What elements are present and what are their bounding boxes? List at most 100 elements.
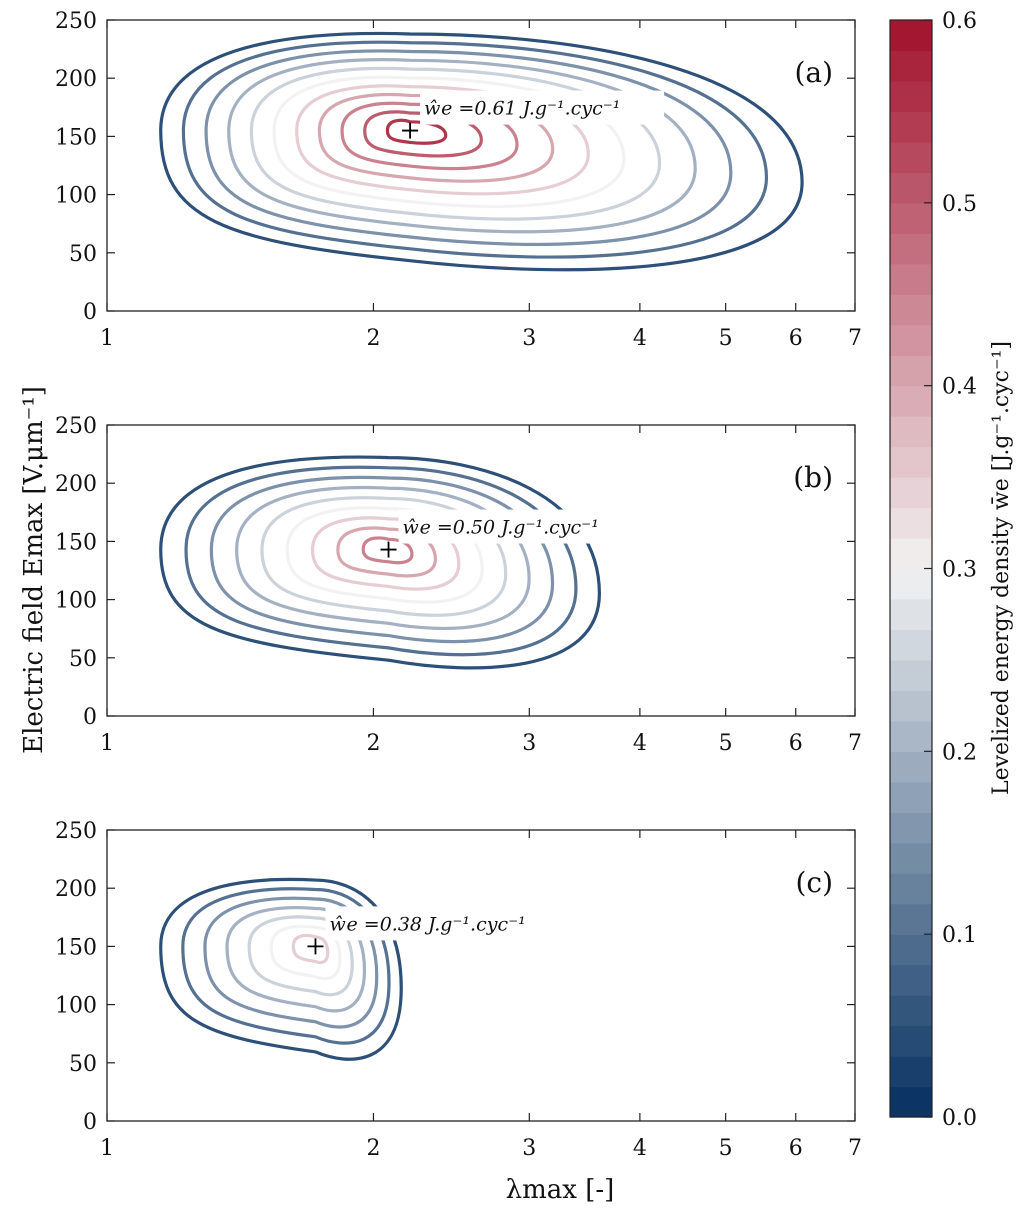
annotation-box bbox=[398, 509, 643, 544]
contour-level-0_35 bbox=[310, 516, 461, 591]
colorbar-segment bbox=[890, 172, 932, 204]
colorbar: 0.0 0.1 0.2 0.3 0.4 0.5 0.6 Levelized energy de… bbox=[889, 9, 1014, 1131]
panel-b: 0 50 100 150 200 250 1 2 3 4 5 6 7 ŵe =0.50 J.g⁻¹.cyc… bbox=[55, 414, 862, 756]
contour-level-0_25 bbox=[249, 66, 662, 221]
panel-label: (c) bbox=[795, 866, 833, 899]
colorbar-segment bbox=[890, 629, 932, 661]
axes-frame bbox=[106, 424, 856, 717]
contour-level-0_15 bbox=[209, 475, 555, 644]
y-tick-label: 100 bbox=[55, 994, 97, 1019]
y-tick-label: 200 bbox=[55, 472, 97, 497]
colorbar-segment bbox=[890, 598, 932, 631]
contour-level-0_05 bbox=[159, 455, 601, 670]
x-tick-label: 2 bbox=[366, 1136, 380, 1161]
contour-level-0_15 bbox=[203, 896, 379, 1029]
contour-level-0_3 bbox=[272, 75, 626, 209]
contour-level-0_45 bbox=[340, 101, 519, 171]
colorbar-segment bbox=[890, 1086, 932, 1118]
max-annotation: ŵe =0.38 J.g⁻¹.cyc⁻¹ bbox=[329, 913, 525, 935]
colorbar-segment bbox=[890, 690, 932, 722]
colorbar-tick-label: 0.0 bbox=[942, 1106, 977, 1131]
axes-frame bbox=[106, 19, 856, 312]
colorbar-segment bbox=[890, 355, 932, 387]
colorbar-segment bbox=[890, 141, 932, 173]
x-axis-label: λmax [-] bbox=[506, 1175, 615, 1205]
y-tick-label: 100 bbox=[55, 184, 97, 209]
x-tick-label: 1 bbox=[100, 731, 114, 756]
x-tick-label: 6 bbox=[789, 731, 803, 756]
x-tick-label: 6 bbox=[789, 1136, 803, 1161]
max-annotation: ŵe =0.50 J.g⁻¹.cyc⁻¹ bbox=[403, 517, 599, 539]
contour-level-0_1 bbox=[181, 887, 391, 1045]
colorbar-segment bbox=[890, 446, 932, 478]
x-tick-label: 7 bbox=[848, 326, 862, 351]
contour-level-0_5 bbox=[363, 110, 483, 158]
contour-level-0_05 bbox=[159, 31, 804, 272]
x-tick-label: 6 bbox=[789, 326, 803, 351]
colorbar-segment bbox=[890, 1025, 932, 1057]
colorbar-tick-label: 0.4 bbox=[942, 375, 977, 400]
panel-label: (a) bbox=[794, 56, 833, 89]
panel-a: 0 50 100 150 200 250 1 2 3 4 5 6 7 ŵe =0.61 J.g⁻¹.cyc… bbox=[55, 9, 862, 351]
contour-level-0_25 bbox=[260, 496, 508, 617]
colorbar-segment bbox=[890, 934, 932, 966]
colorbar-segment bbox=[890, 233, 932, 265]
colorbar-segment bbox=[890, 903, 932, 935]
panel-c: 0 50 100 150 200 250 1 2 3 4 5 6 7 ŵe =0.38 J.g⁻¹.cyc… bbox=[55, 819, 862, 1161]
y-tick-label: 50 bbox=[69, 1052, 97, 1077]
contour-level-0_55 bbox=[385, 118, 448, 145]
colorbar-tick-label: 0.6 bbox=[942, 9, 977, 34]
y-tick-label: 250 bbox=[55, 819, 97, 844]
y-tick-label: 100 bbox=[55, 589, 97, 614]
contour-level-0_2 bbox=[227, 58, 697, 234]
colorbar-segment bbox=[890, 781, 932, 813]
x-tick-label: 3 bbox=[522, 326, 536, 351]
contour-level-0_45 bbox=[361, 536, 414, 565]
contour-level-0_4 bbox=[317, 92, 555, 183]
x-tick-label: 1 bbox=[100, 1136, 114, 1161]
x-tick-label: 5 bbox=[719, 731, 733, 756]
panel-label: (b) bbox=[793, 461, 833, 494]
x-tick-label: 3 bbox=[522, 731, 536, 756]
colorbar-segment bbox=[890, 416, 932, 448]
x-tick-label: 4 bbox=[633, 1136, 647, 1161]
annotation-box bbox=[325, 906, 570, 941]
x-tick-label: 2 bbox=[366, 731, 380, 756]
max-annotation: ŵe =0.61 J.g⁻¹.cyc⁻¹ bbox=[424, 98, 620, 120]
colorbar-segment bbox=[890, 202, 932, 234]
contour-level-0_25 bbox=[247, 915, 354, 997]
colorbar-segment bbox=[890, 507, 932, 539]
colorbar-segment bbox=[890, 111, 932, 143]
colorbar-segment bbox=[890, 263, 932, 295]
colorbar-segment bbox=[890, 995, 932, 1027]
y-tick-label: 250 bbox=[55, 414, 97, 439]
colorbar-segment bbox=[890, 568, 932, 600]
y-tick-label: 200 bbox=[55, 877, 97, 902]
contour-level-0_15 bbox=[204, 49, 733, 247]
x-tick-label: 7 bbox=[848, 1136, 862, 1161]
contour-level-0_35 bbox=[291, 933, 330, 965]
x-tick-label: 3 bbox=[522, 1136, 536, 1161]
colorbar-segment bbox=[890, 477, 932, 509]
contour-level-0_1 bbox=[184, 465, 578, 657]
y-tick-label: 150 bbox=[55, 125, 97, 150]
contour-level-0_1 bbox=[181, 40, 769, 259]
annotation-box bbox=[420, 90, 665, 125]
colorbar-segment bbox=[890, 842, 932, 874]
colorbar-segment bbox=[890, 873, 932, 905]
colorbar-segment bbox=[890, 659, 932, 691]
y-tick-label: 0 bbox=[83, 300, 97, 325]
colorbar-segment bbox=[890, 20, 932, 52]
y-tick-label: 50 bbox=[69, 242, 97, 267]
x-tick-label: 4 bbox=[633, 326, 647, 351]
colorbar-segment bbox=[890, 385, 932, 417]
contour-level-0_3 bbox=[285, 506, 484, 604]
contour-level-0_2 bbox=[225, 906, 367, 1013]
contour-level-0_4 bbox=[336, 526, 437, 578]
colorbar-label: Levelized energy density w̄e [J.g⁻¹.cyc⁻… bbox=[989, 341, 1014, 795]
y-tick-label: 150 bbox=[55, 530, 97, 555]
y-tick-label: 0 bbox=[83, 1110, 97, 1135]
colorbar-segment bbox=[890, 80, 932, 113]
colorbar-segment bbox=[890, 720, 932, 752]
